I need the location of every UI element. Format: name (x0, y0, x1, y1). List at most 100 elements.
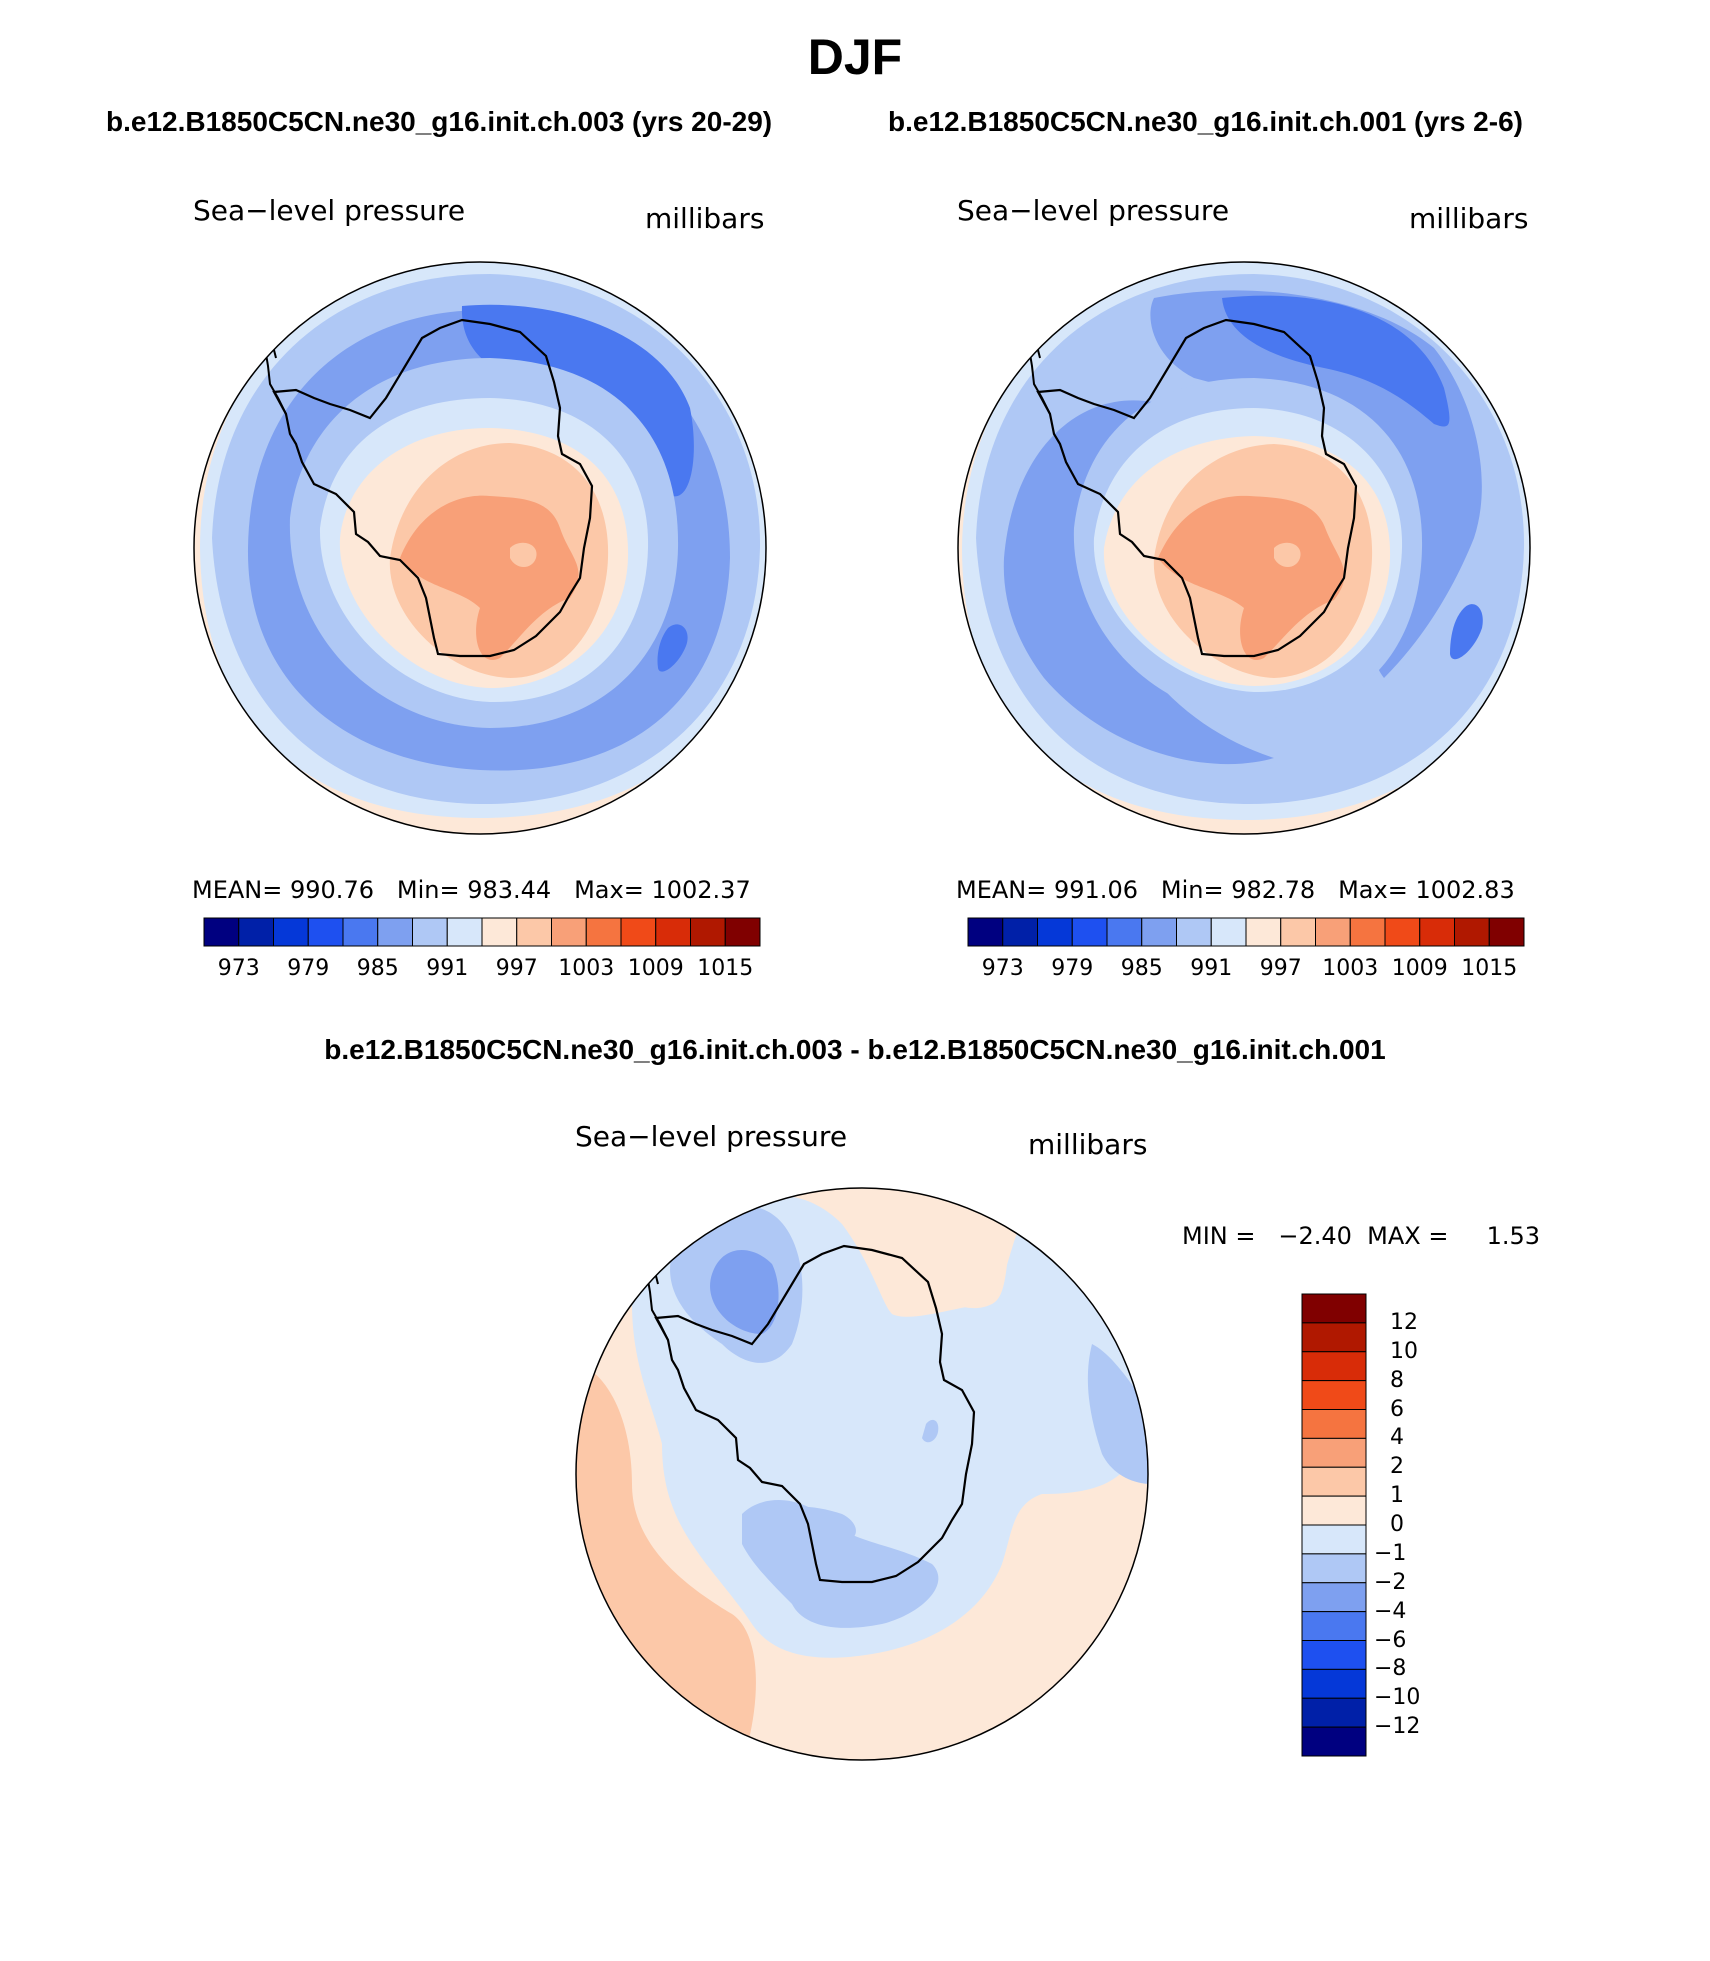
diff-colorbar-box (1301, 1380, 1367, 1410)
diff-colorbar-box (1301, 1466, 1367, 1497)
left-colorbar-box (690, 917, 726, 947)
right-colorbar-tick-label: 1009 (1391, 956, 1448, 981)
right-mean-value: 991.06 (1054, 876, 1138, 904)
left-colorbar-box (516, 917, 552, 947)
diff-map-border (575, 1187, 1149, 1761)
diff-colorbar-tick-label: −2 (1374, 1569, 1407, 1595)
left-antarctica-coastline (272, 318, 594, 658)
left-min-label: Min= (396, 876, 460, 904)
left-colorbar-box (377, 917, 413, 947)
left-colorbar-box (551, 917, 587, 947)
left-max-label: Max= (574, 876, 644, 904)
right-field-high-1003 (1158, 495, 1345, 660)
right-variable-label: Sea−level pressure (957, 194, 1230, 227)
diff-colorbar-tick-label: 1 (1390, 1483, 1404, 1509)
right-colorbar-box (1176, 917, 1212, 947)
diff-field-small-low (922, 1419, 939, 1443)
left-min-value: 983.44 (467, 876, 552, 904)
right-colorbar-tick-label: 985 (1120, 956, 1163, 981)
left-field-low-983b (657, 624, 688, 672)
figure-title: DJF (807, 29, 903, 85)
diff-colorbar-box (1301, 1640, 1367, 1670)
left-colorbar-tick-label: 1015 (697, 956, 754, 981)
diff-colorbar-box (1301, 1726, 1367, 1757)
right-field-high-spot (1274, 542, 1301, 567)
right-colorbar-box (1245, 917, 1282, 947)
diff-field-low-north-core (710, 1250, 779, 1334)
diff-colorbar-tick-label: 0 (1390, 1512, 1404, 1537)
right-antarctica-coastline (1036, 318, 1358, 658)
left-field-high-spot (510, 542, 537, 567)
left-colorbar-box (620, 917, 657, 947)
diff-colorbar-box (1301, 1322, 1367, 1353)
diff-title: b.e12.B1850C5CN.ne30_g16.init.ch.003 - b… (324, 1034, 1386, 1065)
right-colorbar-box (1315, 917, 1351, 947)
right-min-label: Min= (1160, 876, 1224, 904)
diff-field-negative-east (1087, 1344, 1148, 1484)
diff-colorbar-box (1301, 1668, 1367, 1699)
right-map-border (957, 261, 1531, 835)
right-mean-label: MEAN= (956, 876, 1047, 904)
right-colorbar (967, 917, 1525, 947)
right-colorbar-box (1071, 917, 1108, 947)
diff-colorbar-box (1301, 1437, 1367, 1468)
left-colorbar-tick-label: 991 (426, 956, 469, 981)
left-colorbar-tick-label: 997 (495, 956, 538, 981)
diff-variable-label: Sea−level pressure (575, 1120, 848, 1153)
right-colorbar-box (1454, 917, 1490, 947)
left-colorbar-box (342, 917, 379, 947)
right-colorbar-box (1384, 917, 1421, 947)
right-field-low-983a (1222, 295, 1450, 427)
left-units-label: millibars (645, 202, 765, 235)
right-field-ring-985 (1003, 400, 1274, 765)
right-colorbar-tick-label: 991 (1190, 956, 1233, 981)
right-colorbar-box (1106, 917, 1143, 947)
right-colorbar-tick-label: 979 (1051, 956, 1094, 981)
right-colorbar-box (1280, 917, 1316, 947)
left-colorbar-tick-label: 1003 (558, 956, 615, 981)
diff-colorbar-box (1301, 1409, 1367, 1439)
diff-antarctica-coastline (654, 1244, 976, 1584)
diff-colorbar-tick-label: −10 (1374, 1685, 1421, 1711)
diff-colorbar-box (1301, 1553, 1367, 1584)
left-stats: MEAN= 990.76 Min= 983.44 Max= 1002.37 (192, 876, 751, 904)
right-colorbar-box (1488, 917, 1525, 947)
diff-colorbar-tick-label: −4 (1374, 1598, 1407, 1624)
right-colorbar-tick-label: 1015 (1461, 956, 1518, 981)
left-colorbar-tick-label: 979 (287, 956, 330, 981)
left-colorbar-box (203, 917, 240, 947)
right-colorbar-box (1210, 917, 1247, 947)
right-case-title: b.e12.B1850C5CN.ne30_g16.init.ch.001 (yr… (888, 106, 1523, 137)
right-colorbar-box (1349, 917, 1386, 947)
diff-colorbar-box (1301, 1524, 1367, 1555)
right-colorbar-box (967, 917, 1004, 947)
diff-colorbar-tick-label: −6 (1374, 1627, 1407, 1653)
left-variable-label: Sea−level pressure (193, 194, 466, 227)
diff-colorbar-tick-label: 12 (1390, 1309, 1418, 1335)
diff-colorbar-tick-label: 2 (1390, 1454, 1404, 1480)
right-colorbar-tick-label: 973 (981, 956, 1024, 981)
left-colorbar (203, 917, 761, 947)
left-colorbar-box (446, 917, 483, 947)
diff-colorbar-box (1301, 1293, 1367, 1324)
left-colorbar-box (724, 917, 761, 947)
left-colorbar-box (585, 917, 622, 947)
diff-field-positive-east (1039, 1500, 1096, 1628)
left-colorbar-box (238, 917, 274, 947)
left-polar-map (193, 261, 767, 835)
right-stats: MEAN= 991.06 Min= 982.78 Max= 1002.83 (956, 876, 1515, 904)
diff-minmax: MIN = −2.40 MAX = 1.53 (1182, 1222, 1541, 1250)
left-case-title: b.e12.B1850C5CN.ne30_g16.init.ch.003 (yr… (106, 106, 773, 137)
left-map-border (193, 261, 767, 835)
left-colorbar-tick-label: 973 (217, 956, 260, 981)
right-max-label: Max= (1338, 876, 1408, 904)
left-colorbar-box (655, 917, 691, 947)
diff-colorbar-tick-label: 10 (1390, 1338, 1418, 1364)
right-units-label: millibars (1409, 202, 1529, 235)
diff-colorbar-box (1301, 1351, 1367, 1382)
left-colorbar-box (481, 917, 518, 947)
diff-colorbar-box (1301, 1582, 1367, 1613)
right-colorbar-box (1141, 917, 1177, 947)
left-field-high-1003 (400, 495, 579, 660)
diff-colorbar-tick-label: −8 (1374, 1656, 1407, 1682)
